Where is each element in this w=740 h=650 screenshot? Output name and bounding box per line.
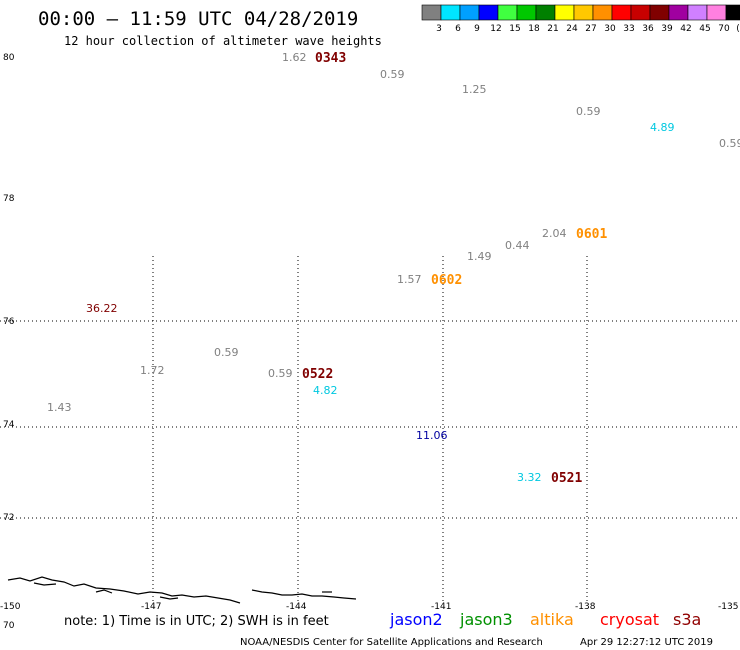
lon-label: -147 (141, 602, 161, 612)
color-scale-label: 36 (642, 24, 654, 34)
wave-height-value: 0.59 (214, 346, 239, 359)
color-scale-label: 33 (623, 24, 634, 34)
color-scale-label: 42 (680, 24, 691, 34)
color-swatch (535, 4, 556, 21)
color-scale-label: 70 (718, 24, 730, 34)
lon-label: -144 (286, 602, 307, 612)
lat-label: 78 (3, 194, 15, 204)
wave-height-value: 11.06 (416, 429, 448, 442)
pass-time: 0601 (576, 227, 607, 242)
lat-label: 72 (3, 513, 14, 523)
generated-timestamp: Apr 29 12:27:12 UTC 2019 (580, 637, 713, 648)
lat-label: 70 (3, 621, 15, 631)
wave-height-value: 0.59 (719, 137, 740, 150)
color-swatch (440, 4, 461, 21)
wave-height-value: 1.72 (140, 364, 165, 377)
color-swatch (725, 4, 740, 21)
satellite-name-cryosat: cryosat (600, 610, 659, 629)
lon-axis-labels: -150 -147 -144 -141 -138 -135 (0, 602, 738, 612)
color-scale-label: 39 (661, 24, 673, 34)
color-swatch (459, 4, 480, 21)
wave-height-value: 1.43 (47, 401, 72, 414)
color-scale-label: 27 (585, 24, 596, 34)
wave-height-value: 0.59 (268, 367, 293, 380)
color-scale-label: 30 (604, 24, 616, 34)
color-swatch (630, 4, 651, 21)
color-scale-label: 45 (699, 24, 710, 34)
satellite-name-altika: altika (530, 610, 574, 629)
credit-line: NOAA/NESDIS Center for Satellite Applica… (240, 637, 543, 648)
wave-height-value: 0.59 (576, 105, 601, 118)
color-swatch (706, 4, 727, 21)
color-scale-label: 3 (436, 24, 442, 34)
pass-time: 0522 (302, 367, 333, 382)
color-swatch (554, 4, 575, 21)
color-swatch (573, 4, 594, 21)
lon-label: -141 (431, 602, 451, 612)
lat-label: 74 (3, 420, 15, 430)
color-scale-label: 21 (547, 24, 558, 34)
lon-label: -135 (718, 602, 738, 612)
page-title: 00:00 – 11:59 UTC 04/28/2019 (38, 8, 358, 30)
wave-height-value: 4.89 (650, 121, 675, 134)
color-swatch (497, 4, 518, 21)
wave-height-value: 1.62 (282, 51, 307, 64)
color-swatch (516, 4, 537, 21)
color-swatch (668, 4, 689, 21)
satellite-name-s3a: s3a (673, 610, 701, 629)
wave-height-value: 3.32 (517, 471, 542, 484)
color-scale-label: 15 (509, 24, 520, 34)
wave-height-value: 4.82 (313, 384, 338, 397)
color-swatch (649, 4, 670, 21)
graticule (0, 256, 740, 603)
wave-height-value: 0.44 (505, 239, 530, 252)
color-swatch (421, 4, 442, 21)
wave-height-value: 1.49 (467, 250, 492, 263)
color-swatch (687, 4, 708, 21)
color-swatch (611, 4, 632, 21)
color-scale-label: 6 (455, 24, 461, 34)
lat-label: 76 (3, 317, 15, 327)
color-scale-label: 9 (474, 24, 480, 34)
coastline (7, 576, 357, 604)
satellite-legend: jason2 jason3 altika cryosat s3a (389, 610, 701, 629)
satellite-name-jason2: jason2 (389, 610, 443, 629)
color-scale-label: 24 (566, 24, 578, 34)
color-scale-label: (ft) (736, 24, 740, 34)
lat-label: 80 (3, 53, 15, 63)
wave-height-values: 1.62 0.59 1.25 0.59 4.89 0.59 2.04 0.44 … (47, 51, 740, 484)
lon-label: -138 (575, 602, 596, 612)
wave-height-value: 2.04 (542, 227, 567, 240)
satellite-name-jason3: jason3 (459, 610, 513, 629)
color-scale-label: 18 (528, 24, 540, 34)
page-subtitle: 12 hour collection of altimeter wave hei… (64, 34, 382, 48)
pass-time: 0343 (315, 51, 346, 66)
wave-height-value: 1.25 (462, 83, 487, 96)
lon-label: -150 (0, 602, 21, 612)
pass-time-labels: 0343 0601 0602 0522 0521 (302, 51, 607, 486)
pass-time: 0602 (431, 273, 462, 288)
color-swatch (592, 4, 613, 21)
footer-note: note: 1) Time is in UTC; 2) SWH is in fe… (64, 614, 329, 629)
pass-time: 0521 (551, 471, 582, 486)
wave-height-value: 1.57 (397, 273, 422, 286)
wave-height-value: 36.22 (86, 302, 118, 315)
lat-axis-labels: 80 78 76 74 72 70 (3, 53, 15, 631)
color-scale-label: 12 (490, 24, 501, 34)
color-swatch (478, 4, 499, 21)
wave-height-value: 0.59 (380, 68, 405, 81)
